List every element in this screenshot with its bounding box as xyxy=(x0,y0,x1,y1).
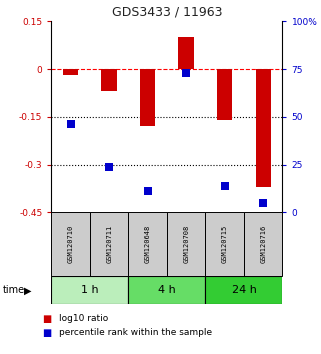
Text: ▶: ▶ xyxy=(23,285,31,295)
Text: time: time xyxy=(3,285,25,295)
Bar xyxy=(178,37,194,69)
Bar xyxy=(128,212,167,276)
Text: percentile rank within the sample: percentile rank within the sample xyxy=(59,328,213,337)
Point xyxy=(68,122,73,127)
Bar xyxy=(63,69,78,75)
Bar xyxy=(128,276,205,304)
Point xyxy=(107,164,112,169)
Bar xyxy=(51,276,128,304)
Text: GSM120716: GSM120716 xyxy=(260,225,266,263)
Point xyxy=(184,70,189,76)
Bar xyxy=(90,212,128,276)
Bar xyxy=(205,212,244,276)
Bar xyxy=(51,212,90,276)
Text: ■: ■ xyxy=(42,328,51,338)
Point xyxy=(145,189,150,194)
Text: GSM120715: GSM120715 xyxy=(222,225,228,263)
Bar xyxy=(140,69,155,126)
Text: GSM120648: GSM120648 xyxy=(145,225,151,263)
Bar xyxy=(256,69,271,187)
Bar xyxy=(217,69,232,120)
Text: 1 h: 1 h xyxy=(81,285,99,295)
Bar xyxy=(101,69,117,91)
Bar xyxy=(167,212,205,276)
Text: GSM120711: GSM120711 xyxy=(106,225,112,263)
Text: log10 ratio: log10 ratio xyxy=(59,314,108,323)
Point xyxy=(261,200,266,206)
Title: GDS3433 / 11963: GDS3433 / 11963 xyxy=(112,6,222,19)
Text: 24 h: 24 h xyxy=(231,285,256,295)
Text: ■: ■ xyxy=(42,314,51,324)
Bar xyxy=(205,276,282,304)
Bar xyxy=(244,212,282,276)
Text: GSM120708: GSM120708 xyxy=(183,225,189,263)
Point xyxy=(222,183,227,188)
Text: 4 h: 4 h xyxy=(158,285,176,295)
Text: GSM120710: GSM120710 xyxy=(68,225,74,263)
